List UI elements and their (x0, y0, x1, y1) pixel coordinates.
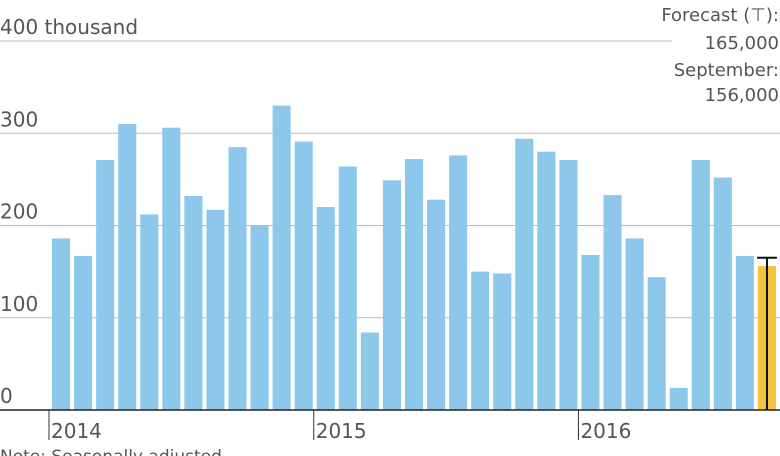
bar (162, 127, 181, 410)
annotation: 165,000 (705, 33, 779, 54)
x-tick-label: 2016 (580, 419, 631, 443)
bar (272, 105, 291, 410)
y-tick-label: 200 (0, 200, 38, 224)
annotation: September: (674, 60, 779, 81)
y-tick-label: 100 (0, 292, 38, 316)
note: Note: Seasonally adjusted (0, 447, 222, 456)
bar (360, 332, 379, 410)
bar (647, 277, 666, 410)
bar (581, 255, 600, 410)
x-tick-label: 2014 (51, 419, 102, 443)
bar (74, 255, 93, 410)
bar (140, 214, 159, 410)
bar (537, 151, 556, 410)
bar (118, 124, 137, 411)
bar (427, 199, 446, 410)
bar (713, 177, 732, 410)
bar (625, 238, 644, 410)
bar (338, 166, 357, 410)
bar (228, 147, 247, 410)
bar (404, 159, 424, 410)
bar (471, 271, 490, 410)
y-tick-label: 400 thousand (0, 15, 138, 39)
bar (51, 238, 71, 410)
bar (603, 195, 622, 410)
bar (515, 138, 534, 410)
bar (250, 225, 269, 410)
bar (559, 160, 578, 410)
annotation: 156,000 (705, 85, 779, 106)
y-tick-label: 300 (0, 107, 38, 131)
bar (735, 255, 754, 410)
y-tick-label: 0 (0, 384, 13, 408)
bar (493, 273, 512, 410)
bar (382, 180, 401, 410)
bar (184, 195, 203, 410)
bar (96, 160, 115, 410)
annotation: Forecast (⊤): (661, 5, 779, 26)
bar (316, 207, 335, 410)
bar (294, 141, 313, 411)
bar (449, 155, 468, 410)
x-tick-label: 2015 (316, 419, 367, 443)
bar (669, 387, 688, 410)
bar (206, 209, 225, 410)
bar (691, 160, 710, 410)
